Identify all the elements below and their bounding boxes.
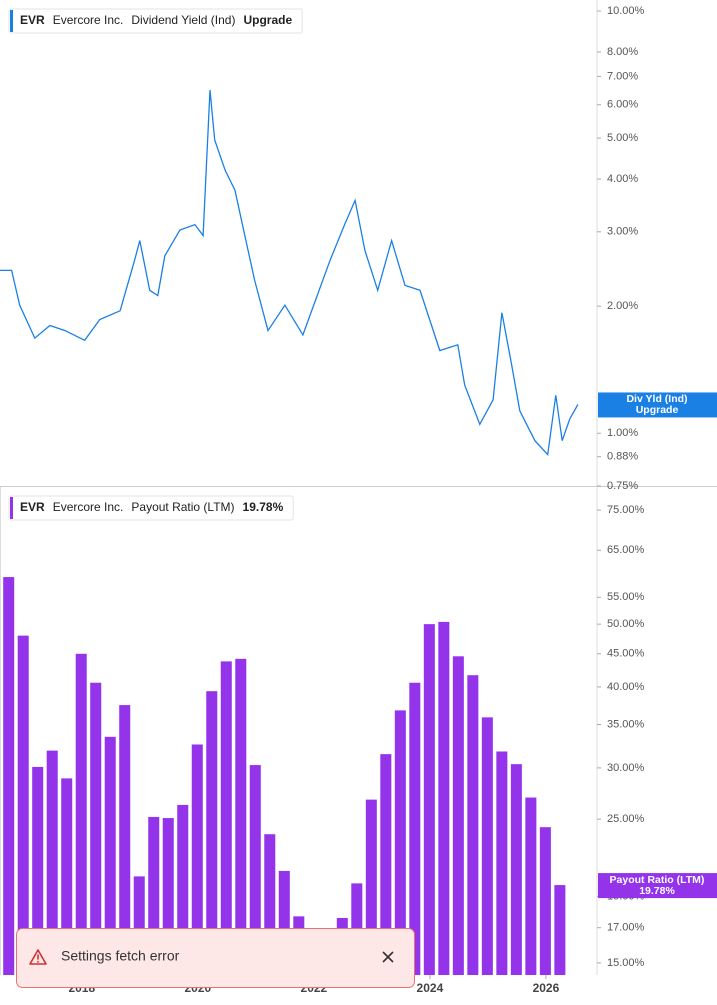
bar: [191, 744, 203, 975]
legend-box: [8, 495, 294, 521]
y-tick-label: 2.00%: [607, 300, 638, 312]
bar: [90, 682, 102, 975]
y-tick-label: 50.00%: [607, 618, 645, 630]
bar: [119, 705, 131, 975]
legend-metric: Dividend Yield (Ind): [131, 13, 235, 27]
bar: [162, 818, 174, 975]
legend-swatch: [10, 497, 13, 519]
y-tick-label: 30.00%: [607, 762, 645, 774]
bar: [75, 653, 87, 975]
warning-icon: [29, 949, 47, 965]
value-tag: [598, 873, 717, 899]
bar: [380, 754, 392, 975]
bar: [206, 691, 218, 975]
bar: [539, 827, 551, 975]
bar: [496, 751, 508, 975]
bar: [249, 765, 261, 975]
value-tag-label: Div Yld (Ind): [626, 393, 687, 405]
value-tag: [598, 392, 717, 418]
value-tag-label: 19.78%: [639, 885, 675, 897]
y-tick-label: 3.00%: [607, 226, 638, 238]
toast-box: [16, 928, 415, 988]
toast: Settings fetch error: [16, 928, 415, 988]
value-tag-label: Payout Ratio (LTM): [610, 874, 705, 886]
y-tick-label: 10.00%: [607, 5, 645, 17]
bar: [264, 834, 276, 975]
y-tick-label: 7.00%: [607, 70, 638, 82]
bar: [133, 876, 145, 975]
legend-ticker: EVR: [20, 500, 45, 514]
y-tick-label: 5.00%: [607, 132, 638, 144]
legend-box: [8, 8, 303, 34]
bar: [235, 658, 247, 975]
y-tick-label: 17.00%: [607, 922, 645, 934]
bar: [46, 750, 58, 975]
y-tick-label: 35.00%: [607, 718, 645, 730]
bar: [394, 710, 406, 975]
legend-company: Evercore Inc.: [53, 13, 124, 27]
y-tick-label: 40.00%: [607, 681, 645, 693]
bar: [481, 717, 493, 975]
legend-note: Upgrade: [243, 13, 292, 27]
bar: [177, 804, 189, 975]
y-tick-label: 45.00%: [607, 648, 645, 660]
x-tick-label: 2026: [533, 981, 560, 995]
y-tick-label: 15.00%: [607, 957, 645, 969]
bar: [438, 621, 450, 975]
x-tick-label: 2024: [417, 981, 444, 995]
toast-message: Settings fetch error: [61, 948, 180, 964]
legend-company: Evercore Inc.: [53, 500, 124, 514]
y-tick-label: 4.00%: [607, 173, 638, 185]
y-tick-label: 65.00%: [607, 544, 645, 556]
y-tick-label: 6.00%: [607, 99, 638, 111]
bar: [220, 661, 232, 975]
y-tick-label: 8.00%: [607, 46, 638, 58]
close-button[interactable]: [382, 951, 394, 963]
bar: [510, 764, 522, 975]
legend: EVR Evercore Inc. Dividend Yield (Ind) Upgr…: [8, 8, 303, 34]
bar: [32, 766, 44, 975]
y-tick-label: 0.75%: [607, 480, 638, 492]
y-tick-label: 75.00%: [607, 504, 645, 516]
legend-note: 19.78%: [243, 500, 284, 514]
y-tick-label: 1.00%: [607, 427, 638, 439]
bar: [423, 624, 435, 975]
legend: EVR Evercore Inc. Payout Ratio (LTM) 19.78%: [8, 495, 294, 521]
y-tick-label: 55.00%: [607, 591, 645, 603]
value-tag-label: Upgrade: [636, 404, 679, 416]
bar: [148, 816, 160, 975]
bar: [409, 682, 421, 975]
bar: [365, 799, 377, 975]
legend-ticker: EVR: [20, 13, 45, 27]
legend-swatch: [10, 10, 13, 32]
bar: [452, 656, 464, 975]
legend-metric: Payout Ratio (LTM): [131, 500, 234, 514]
bar: [467, 675, 479, 975]
bar: [525, 797, 537, 975]
bar: [104, 736, 116, 975]
y-tick-label: 0.88%: [607, 451, 638, 463]
bar: [61, 778, 73, 975]
bar: [278, 870, 290, 975]
bar: [3, 577, 15, 975]
line: [0, 89, 579, 457]
bar: [554, 885, 566, 975]
y-tick-label: 25.00%: [607, 813, 645, 825]
bar: [17, 635, 29, 975]
